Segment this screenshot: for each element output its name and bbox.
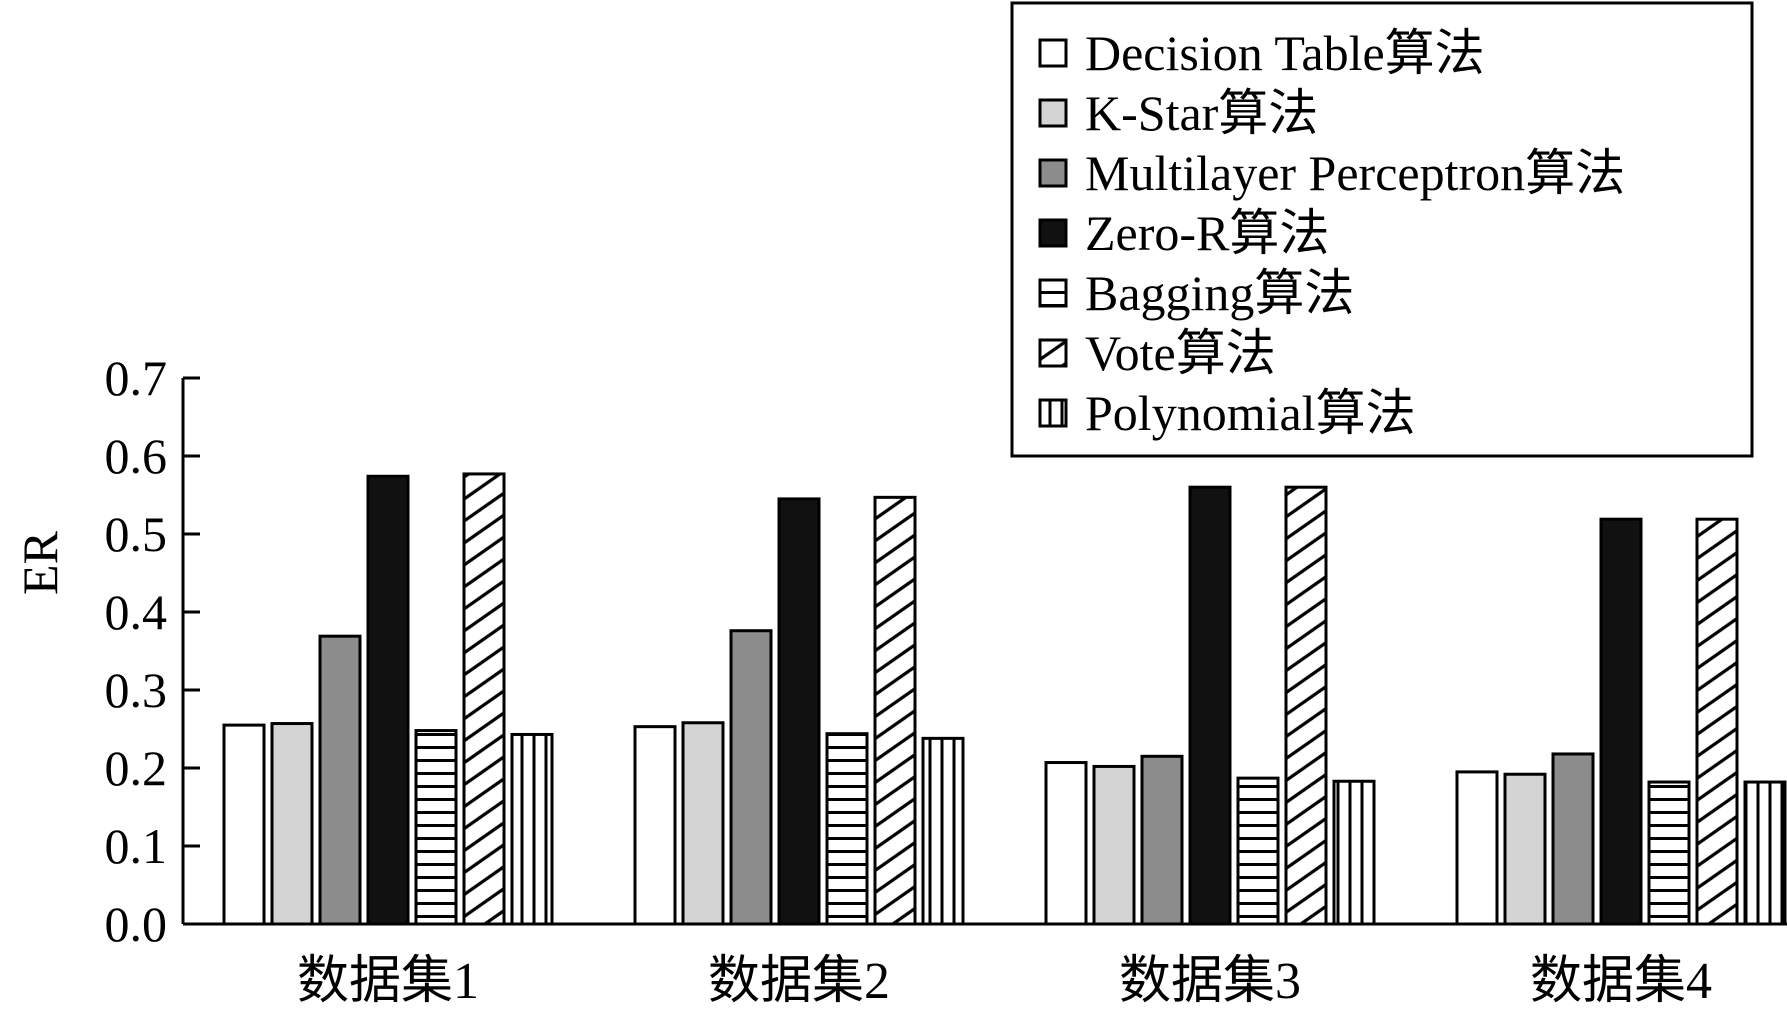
bar-group	[222, 472, 554, 926]
legend-swatch	[1038, 338, 1068, 368]
legend-item: Zero-R算法	[1038, 205, 1329, 261]
legend-swatch	[1038, 158, 1068, 188]
y-tick-label: 0.3	[105, 662, 168, 718]
legend-swatch	[1038, 38, 1068, 68]
bar	[1503, 772, 1547, 926]
x-category-label: 数据集1	[297, 953, 479, 1010]
bar	[1044, 761, 1088, 926]
bar-group	[633, 495, 965, 926]
bar	[366, 474, 410, 926]
x-category-label: 数据集4	[1530, 953, 1712, 1010]
legend-item: Decision Table算法	[1038, 25, 1485, 81]
y-axis-title: ER	[12, 530, 68, 595]
legend-swatch	[1038, 278, 1068, 308]
y-tick-label: 0.5	[105, 506, 168, 562]
bar	[1092, 764, 1136, 926]
y-tick-label: 0.6	[105, 428, 168, 484]
bar	[1743, 780, 1787, 926]
x-category-label: 数据集3	[1119, 953, 1301, 1010]
bar	[1599, 517, 1643, 926]
bar	[462, 472, 506, 926]
legend-item: Polynomial算法	[1038, 385, 1416, 441]
bar	[1551, 752, 1595, 926]
x-category-label: 数据集2	[708, 953, 890, 1010]
bar	[1236, 776, 1280, 926]
bar	[414, 729, 458, 926]
bars	[222, 472, 1787, 926]
legend-swatch	[1038, 218, 1068, 248]
legend-label: Vote算法	[1085, 325, 1276, 381]
bar	[873, 495, 917, 926]
bar	[729, 629, 773, 926]
bar	[1455, 770, 1499, 926]
legend-item: Bagging算法	[1038, 265, 1354, 321]
category-labels: 数据集1 数据集2 数据集3 数据集4	[297, 953, 1712, 1010]
legend-label: Decision Table算法	[1085, 25, 1485, 81]
legend-label: K-Star算法	[1085, 85, 1318, 141]
y-tick-label: 0.4	[105, 584, 168, 640]
legend-swatch	[1038, 98, 1068, 128]
bar	[1188, 485, 1232, 926]
legend-item: Multilayer Perceptron算法	[1038, 145, 1625, 201]
legend-item: K-Star算法	[1038, 85, 1318, 141]
y-tick-label: 0.1	[105, 818, 168, 874]
bar	[270, 722, 314, 926]
legend-label: Multilayer Perceptron算法	[1085, 145, 1625, 201]
bar	[1647, 780, 1691, 926]
bar	[825, 732, 869, 926]
bar	[318, 634, 362, 926]
axes: 0.0 0.1 0.2 0.3 0.4 0.5 0.6 0.7	[105, 350, 1787, 952]
y-tick-label: 0.2	[105, 740, 168, 796]
legend-box	[1010, 1, 1754, 458]
bar-group	[1455, 517, 1787, 926]
bar	[1695, 517, 1739, 926]
bar	[633, 725, 677, 926]
bar	[681, 721, 725, 926]
bar	[921, 736, 965, 926]
legend-label: Zero-R算法	[1085, 205, 1329, 261]
bar	[1332, 779, 1376, 926]
y-tick-label: 0.7	[105, 350, 168, 406]
y-tick-label: 0.0	[105, 896, 168, 952]
bar	[1284, 485, 1328, 926]
bar	[777, 497, 821, 926]
legend-label: Bagging算法	[1085, 265, 1354, 321]
bar	[222, 723, 266, 926]
legend-swatch	[1038, 398, 1068, 428]
bar	[1140, 754, 1184, 926]
bar	[510, 732, 554, 926]
legend-item: Vote算法	[1038, 325, 1276, 381]
bar-group	[1044, 485, 1376, 926]
legend-label: Polynomial算法	[1085, 385, 1416, 441]
